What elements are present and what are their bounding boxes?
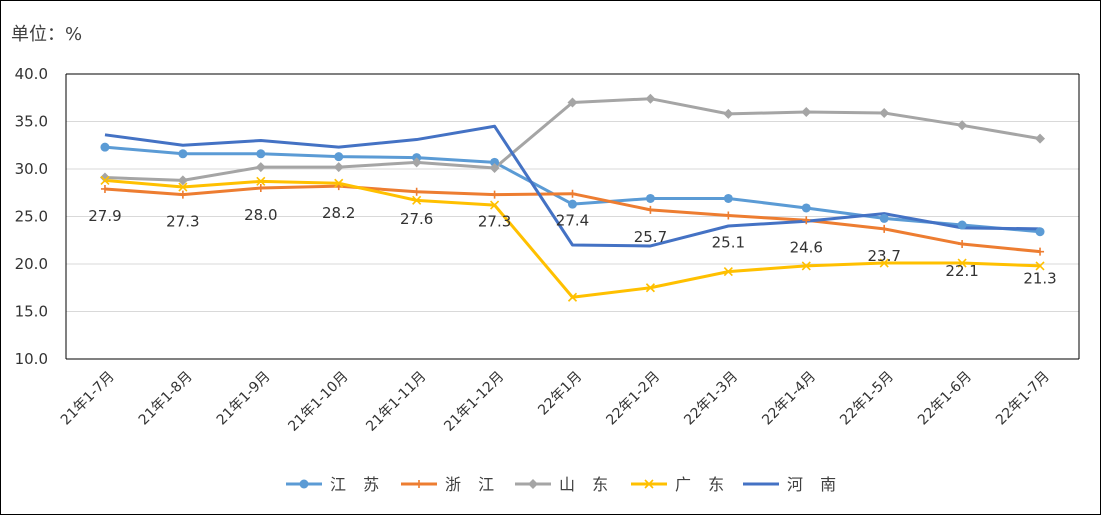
- x-tick-label: 21年1-8月: [136, 369, 196, 429]
- y-tick-label: 15.0: [15, 303, 48, 321]
- y-tick-label: 35.0: [15, 113, 48, 131]
- data-label: 27.4: [556, 212, 589, 230]
- data-label: 22.1: [945, 262, 978, 280]
- data-point: [957, 220, 967, 230]
- data-label: 24.6: [790, 238, 823, 256]
- legend-label: 浙 江: [445, 475, 500, 494]
- legend-marker: [644, 479, 654, 489]
- legend-label: 江 苏: [330, 475, 385, 494]
- data-point: [880, 224, 889, 233]
- data-point: [1036, 247, 1045, 256]
- data-point: [177, 175, 188, 186]
- data-point: [256, 184, 265, 192]
- x-tick-label: 22年1-7月: [993, 369, 1053, 429]
- data-point: [568, 199, 577, 209]
- data-point: [723, 108, 734, 119]
- data-point: [100, 142, 110, 152]
- y-tick-label: 30.0: [15, 160, 48, 178]
- data-point: [178, 149, 188, 159]
- data-point: [567, 97, 578, 108]
- data-point: [957, 120, 968, 131]
- data-point: [802, 216, 811, 225]
- y-tick-label: 25.0: [15, 208, 48, 226]
- x-tick-label: 21年1-12月: [441, 369, 507, 435]
- x-tick-label: 21年1-11月: [363, 369, 429, 435]
- data-label: 25.1: [712, 234, 745, 252]
- data-point: [99, 172, 110, 183]
- y-tick-label: 20.0: [15, 255, 48, 273]
- data-point: [178, 190, 187, 199]
- data-point: [879, 107, 890, 118]
- data-point: [958, 240, 967, 249]
- data-label: 27.9: [88, 207, 121, 225]
- x-tick-label: 22年1-5月: [837, 369, 897, 429]
- data-point: [1035, 133, 1046, 144]
- data-point: [412, 195, 422, 205]
- legend-label: 河 南: [787, 475, 842, 494]
- unit-label: 单位：%: [11, 24, 83, 45]
- data-label: 28.2: [322, 204, 355, 222]
- data-point: [724, 211, 733, 220]
- data-label: 27.3: [166, 213, 199, 231]
- data-point: [256, 149, 266, 159]
- data-point: [1035, 227, 1045, 237]
- data-point: [411, 157, 422, 168]
- data-point: [723, 267, 733, 277]
- data-point: [100, 184, 109, 193]
- legend-label: 山 东: [559, 475, 614, 494]
- x-tick-label: 22年1-6月: [915, 369, 975, 429]
- data-label: 27.3: [478, 213, 511, 231]
- legend-marker: [415, 480, 423, 488]
- x-tick-label: 22年1月: [535, 369, 585, 419]
- data-point: [334, 152, 344, 162]
- legend-label: 广 东: [675, 475, 730, 494]
- data-point: [567, 292, 578, 302]
- data-point: [645, 193, 655, 203]
- data-point: [645, 283, 655, 293]
- data-point: [490, 157, 500, 167]
- x-tick-label: 22年1-3月: [681, 369, 741, 429]
- data-point: [801, 203, 811, 213]
- y-tick-label: 40.0: [15, 65, 48, 83]
- x-tick-label: 22年1-2月: [603, 369, 663, 429]
- data-point: [100, 175, 110, 185]
- x-tick-label: 21年1-10月: [285, 369, 351, 435]
- data-point: [879, 258, 889, 268]
- data-point: [490, 200, 500, 210]
- data-point: [646, 205, 655, 214]
- data-label: 21.3: [1023, 270, 1056, 288]
- data-point: [801, 261, 811, 271]
- data-label: 27.6: [400, 210, 433, 228]
- data-point: [1035, 261, 1045, 271]
- x-tick-label: 21年1-9月: [214, 369, 274, 429]
- data-point: [333, 162, 344, 173]
- data-point: [489, 163, 500, 174]
- data-point: [645, 93, 656, 104]
- data-point: [801, 107, 812, 117]
- data-label: 25.7: [634, 228, 667, 246]
- data-point: [723, 193, 733, 203]
- data-point: [568, 189, 577, 198]
- data-label: 28.0: [244, 206, 277, 224]
- data-point: [412, 187, 421, 196]
- data-point: [334, 178, 344, 188]
- y-tick-label: 10.0: [15, 350, 48, 368]
- data-point: [256, 176, 266, 186]
- series-line-2: [104, 97, 1041, 182]
- legend-marker: [299, 479, 309, 489]
- data-point: [879, 213, 889, 223]
- series-line-4: [104, 124, 1041, 248]
- data-point: [255, 162, 266, 173]
- legend-marker: [528, 479, 538, 489]
- data-point: [490, 190, 499, 199]
- data-point: [178, 182, 188, 192]
- x-tick-label: 22年1-4月: [759, 369, 819, 429]
- data-label: 23.7: [867, 247, 900, 265]
- series-line-3: [104, 178, 1041, 299]
- data-point: [957, 258, 967, 268]
- x-tick-label: 21年1-7月: [58, 369, 118, 429]
